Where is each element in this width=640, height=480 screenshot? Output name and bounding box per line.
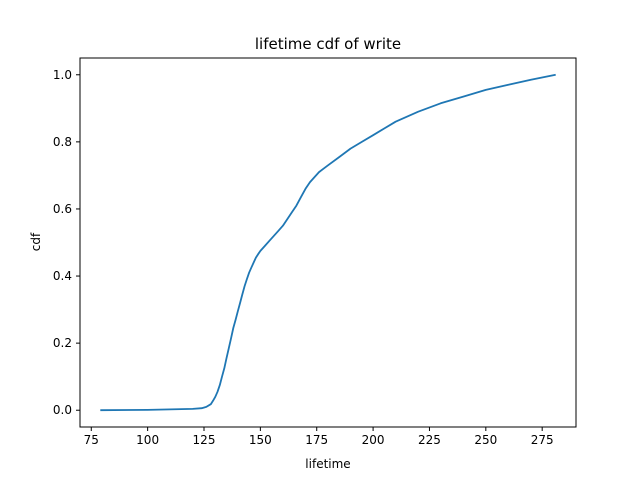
x-tick-label: 275 [531,433,554,447]
y-tick-label: 0.4 [53,269,72,283]
chart-title: lifetime cdf of write [255,35,401,53]
x-tick-label: 150 [249,433,272,447]
x-tick-label: 75 [84,433,99,447]
y-axis-label: cdf [29,232,43,251]
x-tick-label: 250 [474,433,497,447]
y-tick-label: 0.2 [53,336,72,350]
cdf-line [100,73,556,412]
series-layer [100,73,556,412]
x-tick-label: 200 [362,433,385,447]
x-tick-label: 225 [418,433,441,447]
y-tick-label: 0.0 [53,403,72,417]
x-tick-label: 100 [136,433,159,447]
y-tick-label: 1.0 [53,68,72,82]
y-tick-label: 0.6 [53,202,72,216]
x-axis-label: lifetime [305,457,350,471]
x-tick-label: 125 [193,433,216,447]
plot-area-frame [79,57,577,428]
y-axis-ticks: 0.0 0.2 0.4 0.6 0.8 1.0 [53,68,80,417]
x-axis-ticks: 75 100 125 150 175 200 225 250 275 [84,427,554,447]
x-tick-label: 175 [305,433,328,447]
y-tick-label: 0.8 [53,135,72,149]
